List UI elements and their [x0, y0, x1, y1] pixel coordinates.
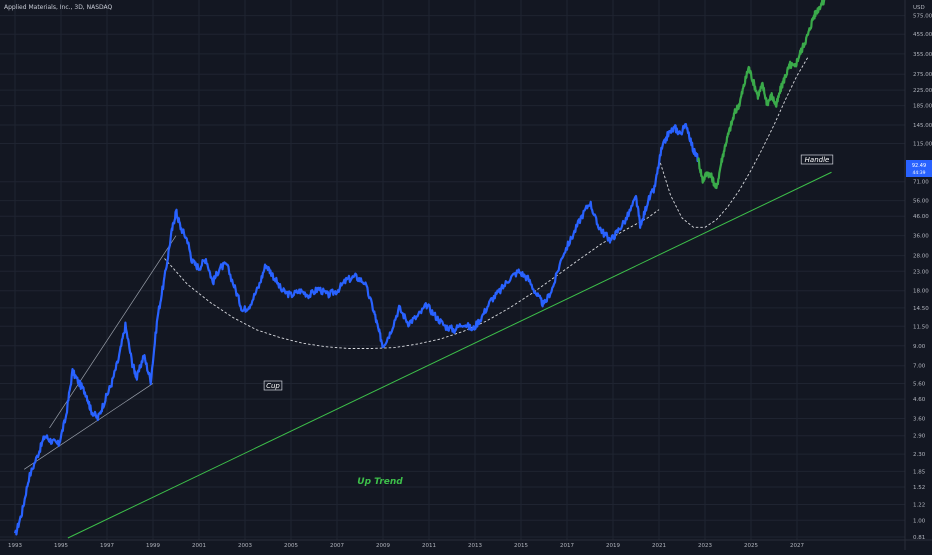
y-tick-label: 145.00: [913, 123, 932, 129]
y-tick-label: 7.00: [913, 364, 926, 370]
handle-label-box: [800, 154, 834, 165]
x-tick-label: 2019: [606, 543, 620, 549]
y-tick-label: 1.52: [913, 485, 925, 491]
x-tick-label: 2007: [330, 543, 344, 549]
y-tick-label: 1.22: [913, 502, 925, 508]
y-tick-label: 2.30: [913, 452, 926, 458]
x-tick-label: 1999: [146, 543, 160, 549]
x-tick-label: 1995: [54, 543, 68, 549]
x-tick-label: 2013: [468, 543, 482, 549]
y-tick-label: 3.60: [913, 417, 926, 423]
y-tick-label: 575.00: [913, 14, 932, 20]
y-tick-label: 9.00: [913, 344, 926, 350]
y-tick-label: 1.00: [913, 518, 926, 524]
chart-title: Applied Materials, Inc., 3D, NASDAQ: [4, 4, 113, 11]
x-tick-label: 2003: [238, 543, 252, 549]
x-tick-label: 2017: [560, 543, 574, 549]
price-badge: [906, 160, 932, 177]
price-line-green: [697, 0, 826, 190]
y-tick-label: 36.00: [913, 234, 929, 240]
y-tick-label: 56.00: [913, 199, 929, 205]
y-tick-label: 5.60: [913, 381, 926, 387]
y-tick-label: 0.81: [913, 535, 925, 541]
y-tick-label: 71.00: [913, 180, 929, 186]
y-tick-label: 23.00: [913, 269, 929, 275]
y-tick-label: 2.90: [913, 434, 926, 440]
y-tick-label: 115.00: [913, 141, 932, 147]
cup-curve: [164, 209, 660, 349]
up-trend-label: Up Trend: [357, 477, 403, 487]
y-tick-label: 455.00: [913, 32, 932, 38]
y-tick-label: 1.85: [913, 469, 926, 475]
y-tick-label: 46.00: [913, 214, 929, 220]
handle-curve: [658, 55, 809, 228]
x-tick-label: 1997: [100, 543, 114, 549]
x-tick-label: 2025: [744, 543, 758, 549]
y-tick-label: 11.50: [913, 324, 929, 330]
x-tick-label: 1993: [8, 543, 22, 549]
price-line-blue: [13, 123, 700, 536]
x-tick-label: 2023: [698, 543, 712, 549]
x-tick-label: 2015: [514, 543, 528, 549]
y-tick-label: 275.00: [913, 72, 932, 78]
channel-upper-line: [49, 235, 177, 429]
cup-label: Cup: [266, 382, 280, 390]
channel-lower-line: [24, 383, 154, 470]
y-tick-label: 185.00: [913, 104, 932, 110]
x-tick-label: 2027: [790, 543, 804, 549]
y-tick-label: 225.00: [913, 88, 932, 94]
x-tick-label: 2021: [652, 543, 666, 549]
cup-label-box: [263, 380, 283, 391]
y-tick-label: 4.60: [913, 397, 926, 403]
x-tick-label: 2005: [284, 543, 298, 549]
up-trend-line: [67, 171, 832, 539]
x-tick-label: 2009: [376, 543, 390, 549]
y-tick-label: 355.00: [913, 52, 932, 58]
price-badge-countdown: 44:39: [913, 170, 926, 176]
y-tick-label: 28.00: [913, 254, 929, 260]
y-tick-label: 18.00: [913, 289, 929, 295]
y-tick-label: 14.50: [913, 306, 929, 312]
x-tick-label: 2011: [422, 543, 436, 549]
price-badge-value: 92.49: [912, 163, 926, 169]
handle-label: Handle: [805, 156, 830, 164]
x-tick-label: 2001: [192, 543, 206, 549]
currency-label: USD: [913, 5, 925, 11]
